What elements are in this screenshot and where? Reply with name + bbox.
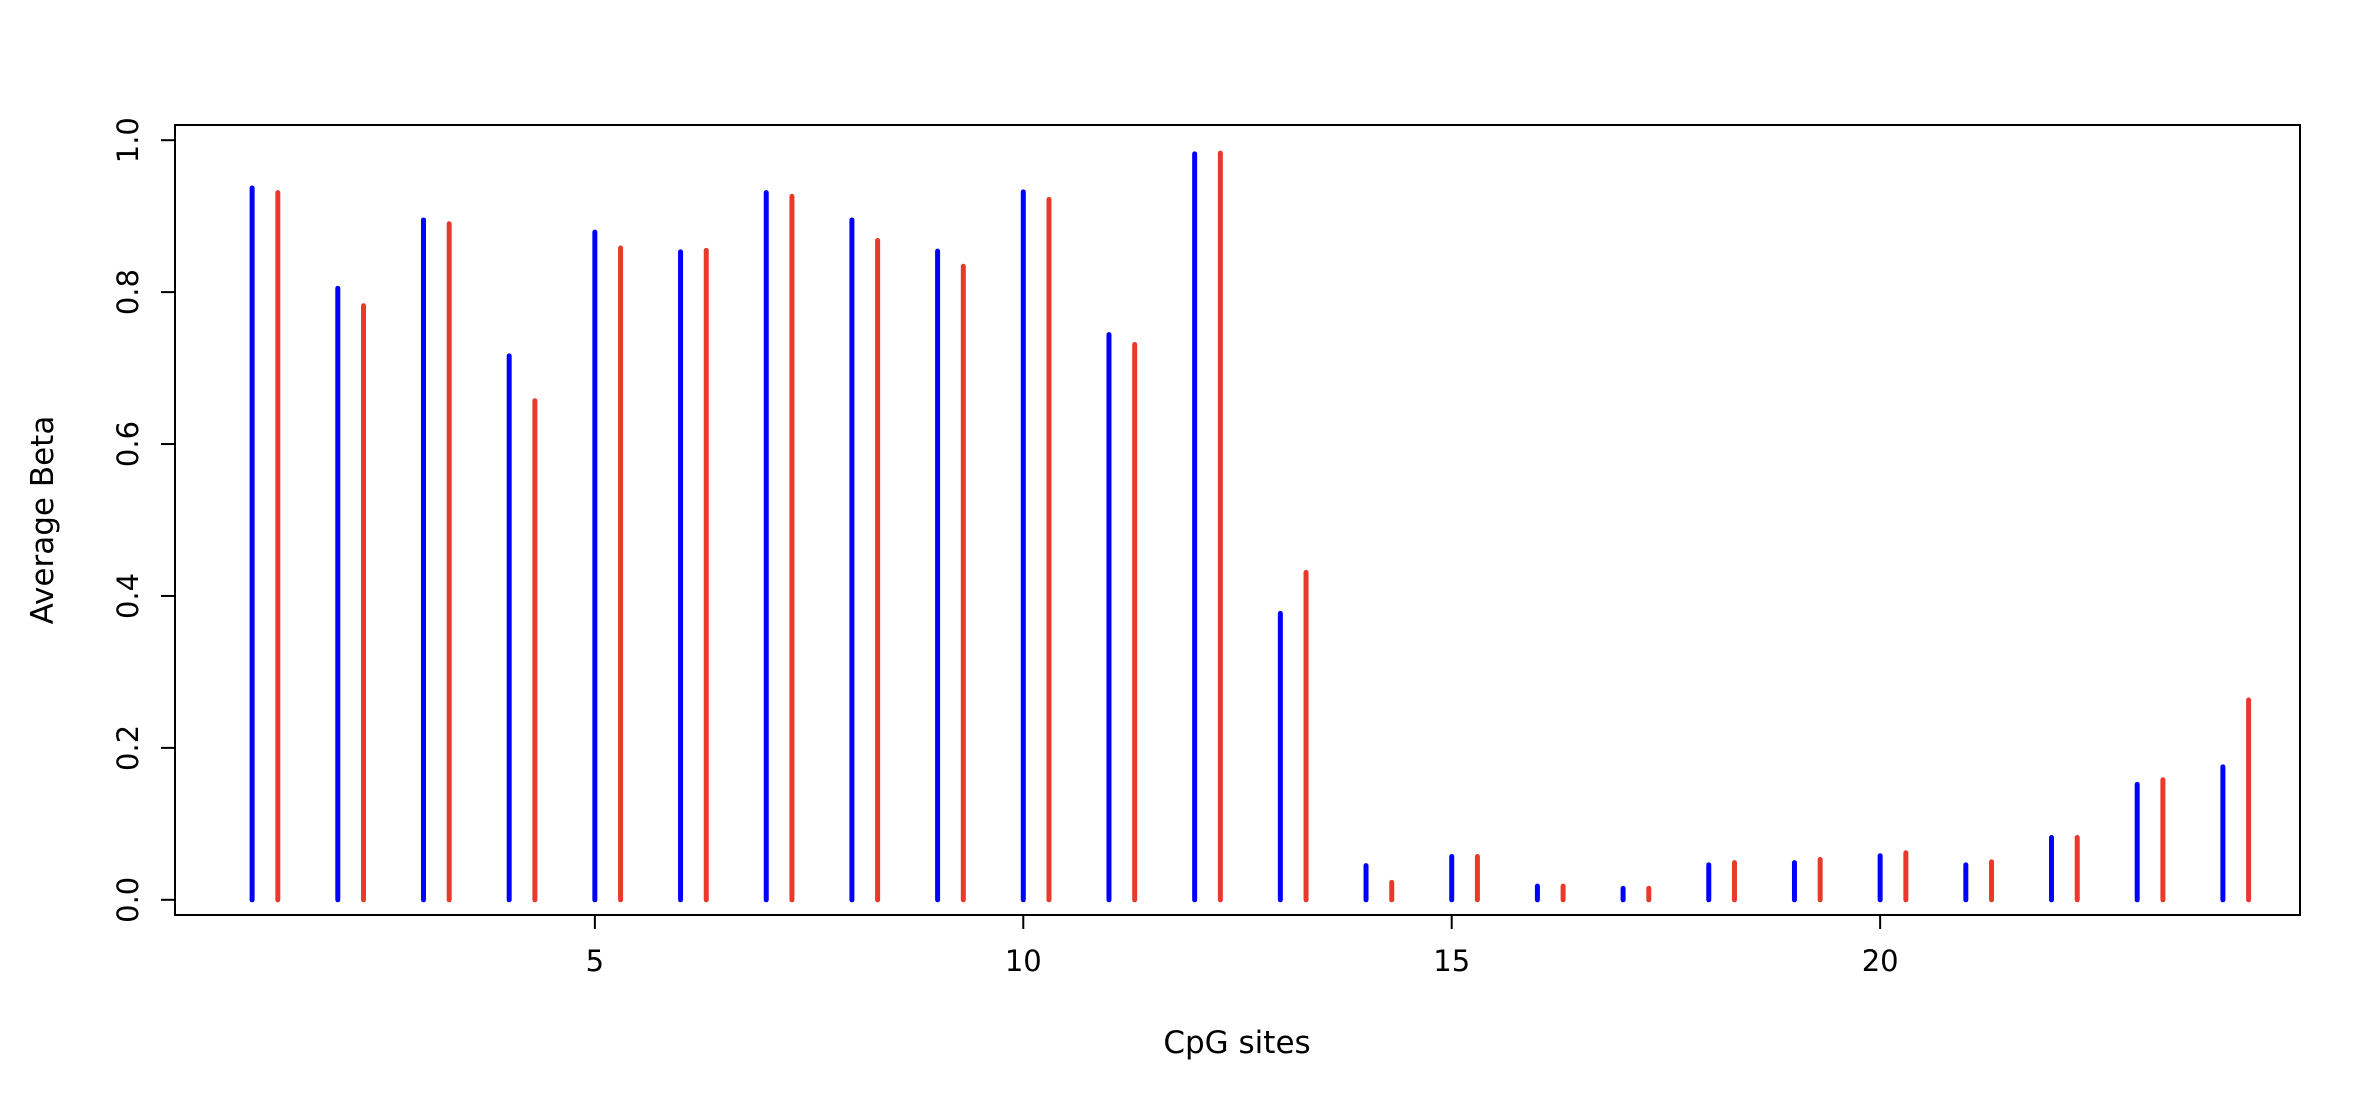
x-tick-label: 5 <box>586 944 604 978</box>
x-axis-title: CpG sites <box>1163 1025 1310 1061</box>
y-axis-title: Average Beta <box>25 416 61 625</box>
y-tick-label: 0.8 <box>111 269 145 315</box>
x-tick-label: 10 <box>1005 944 1042 978</box>
y-tick-label: 0.4 <box>111 573 145 619</box>
y-tick-label: 1.0 <box>111 117 145 163</box>
x-tick-label: 15 <box>1433 944 1470 978</box>
y-tick-label: 0.0 <box>111 877 145 923</box>
x-tick-label: 20 <box>1862 944 1899 978</box>
y-tick-label: 0.6 <box>111 421 145 467</box>
bars-group <box>249 150 2252 903</box>
plot-frame <box>174 124 2301 916</box>
x-axis: 5 10 15 20 <box>586 914 1899 978</box>
y-axis: 0.0 0.2 0.4 0.6 0.8 1.0 <box>111 117 176 923</box>
y-tick-label: 0.2 <box>111 725 145 771</box>
